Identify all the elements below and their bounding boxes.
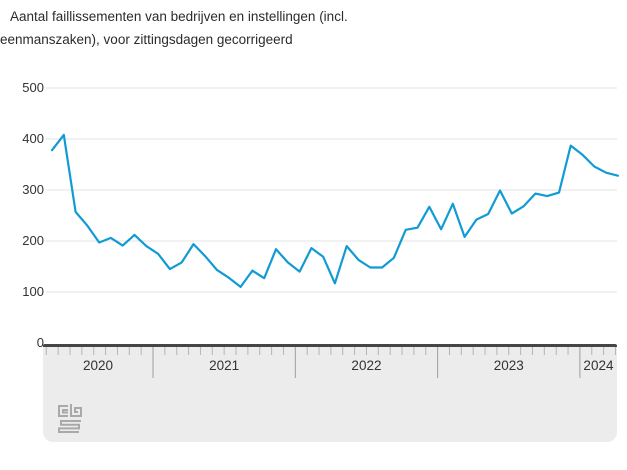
y-axis-label: 400 xyxy=(22,131,44,146)
axis-ticks xyxy=(45,347,616,378)
time-axis-ruler[interactable]: 2020 2021 2022 2023 2024 xyxy=(43,344,617,442)
bankruptcies-line[interactable] xyxy=(50,133,620,288)
chart-title-line-1: Aantal faillissementen van bedrijven en … xyxy=(10,9,348,24)
year-label: 2023 xyxy=(493,358,524,373)
gridlines xyxy=(46,87,617,293)
y-axis-label: 500 xyxy=(22,80,44,95)
year-label: 2021 xyxy=(209,358,240,373)
year-label: 2022 xyxy=(351,358,382,373)
y-axis-label: 100 xyxy=(22,284,44,299)
year-label: 2024 xyxy=(583,358,614,373)
y-axis-label: 300 xyxy=(22,182,44,197)
cbs-logo-icon xyxy=(58,404,82,433)
y-axis-label: 0 xyxy=(36,335,44,350)
y-axis-label: 200 xyxy=(22,233,44,248)
year-label: 2020 xyxy=(82,358,114,373)
chart-title-line-2: eenmanszaken), voor zittingsdagen gecorr… xyxy=(0,32,293,47)
